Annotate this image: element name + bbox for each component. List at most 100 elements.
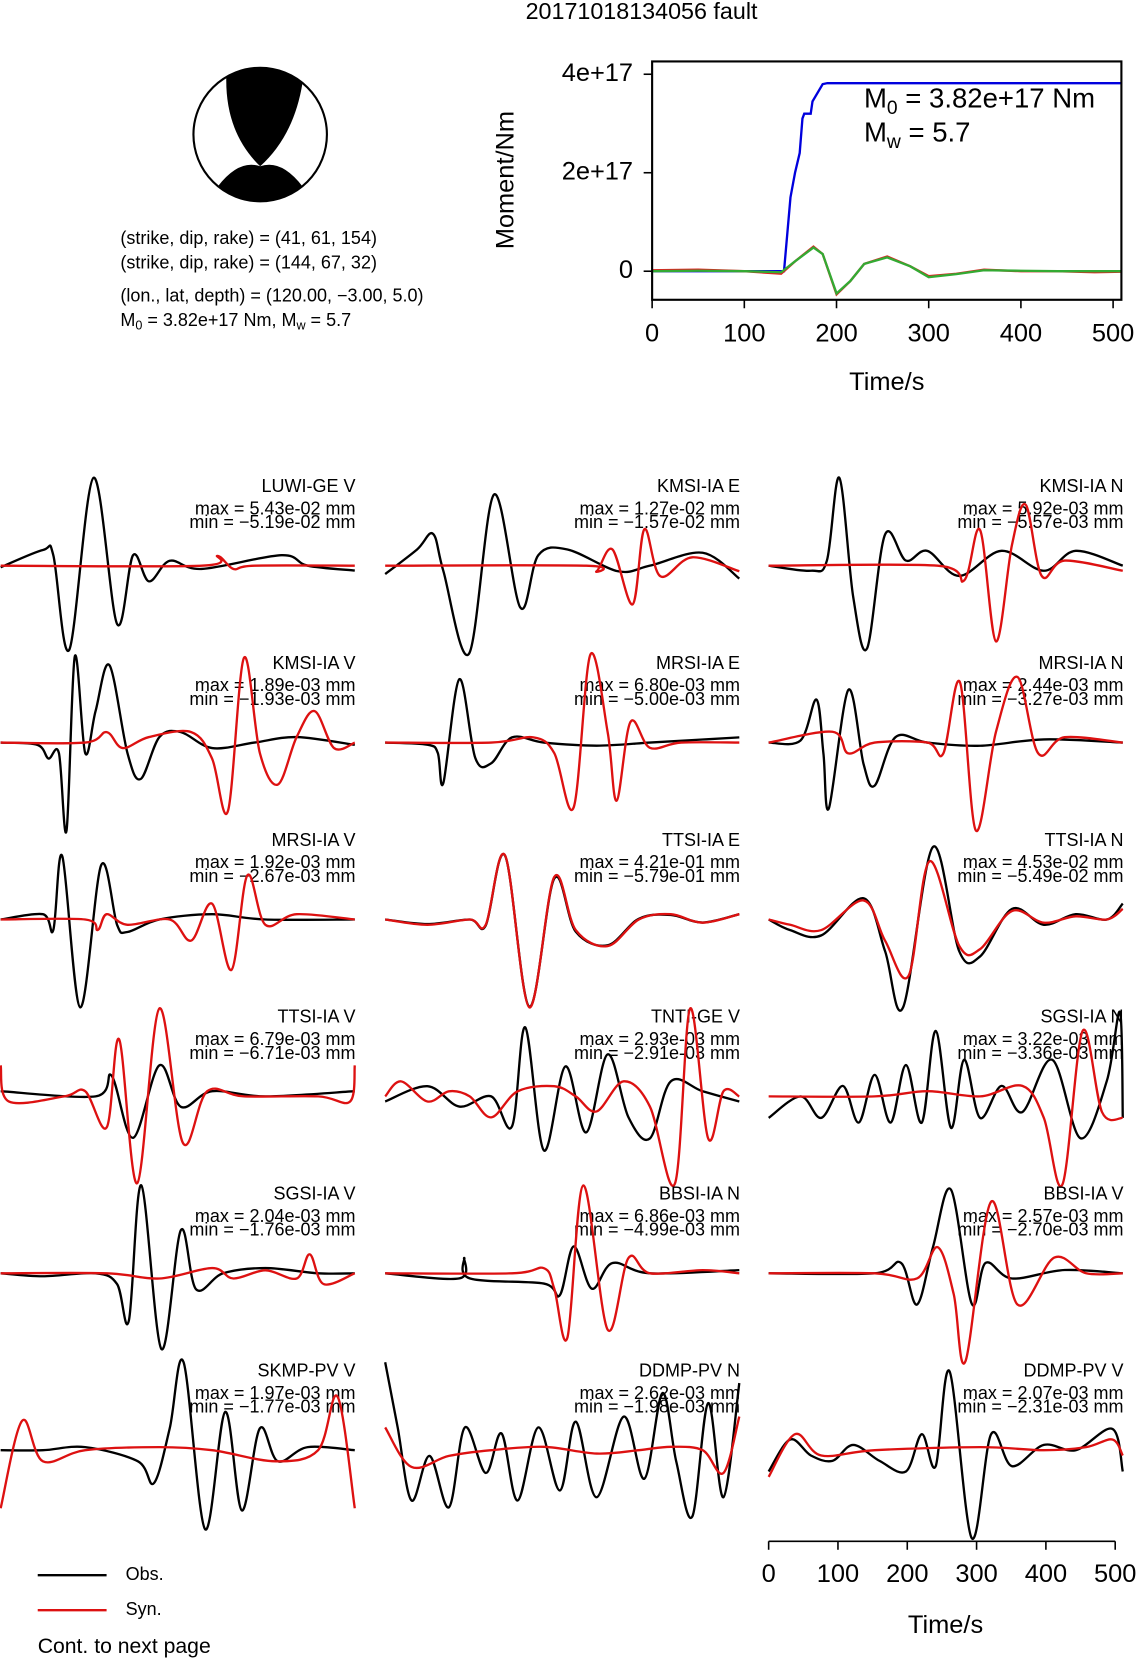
max-label: max = 6.79e-03 mm [195, 1029, 356, 1049]
x-tick-label: 500 [1094, 1560, 1136, 1588]
max-label: max = 4.21e-01 mm [579, 852, 740, 872]
synthetic-trace [0, 1007, 356, 1185]
synthetic-trace [0, 1394, 356, 1509]
legend-label: Syn. [126, 1599, 162, 1619]
max-label: max = 5.43e-02 mm [195, 498, 356, 518]
station-label: SKMP-PV V [257, 1361, 355, 1381]
compression-quadrant [226, 67, 303, 167]
station-label: SGSI-IA V [273, 1184, 355, 1204]
max-label: max = 1.89e-03 mm [195, 675, 356, 695]
x-tick-label: 300 [955, 1560, 997, 1588]
y-axis-label: Moment/Nm [492, 111, 520, 249]
min-label: min = −5.57e-03 mm [957, 512, 1123, 532]
moment-line [652, 246, 1122, 296]
focal-text: (strike, dip, rake) = (144, 67, 32) [120, 253, 377, 273]
max-label: max = 2.44e-03 mm [963, 675, 1124, 695]
min-label: min = −3.36e-03 mm [957, 1043, 1123, 1063]
min-label: min = −2.67e-03 mm [189, 866, 355, 886]
observed-trace [385, 678, 740, 787]
observed-trace [0, 1358, 355, 1531]
observed-trace [767, 1010, 1124, 1140]
x-tick-label: 400 [1000, 319, 1042, 347]
synthetic-trace [385, 651, 740, 812]
x-tick-label: 300 [908, 319, 950, 347]
annotation: M0 = 3.82e+17 Nm [864, 83, 1095, 119]
synthetic-trace [0, 554, 355, 571]
observed-trace [0, 853, 355, 1009]
max-label: max = 6.80e-03 mm [579, 675, 740, 695]
min-label: min = −1.57e-02 mm [574, 512, 740, 532]
min-label: min = −5.00e-03 mm [574, 689, 740, 709]
station-label: TTSI-IA E [662, 830, 740, 850]
max-label: max = 2.04e-03 mm [195, 1206, 356, 1226]
annotation: Mw = 5.7 [864, 117, 971, 153]
synthetic-trace [0, 1253, 356, 1286]
text-part: M [864, 117, 887, 148]
compression-quadrant [217, 164, 303, 202]
legend-label: Obs. [126, 1564, 164, 1584]
observed-trace [384, 1362, 741, 1520]
subscript: 0 [887, 98, 898, 119]
max-label: max = 2.93e-03 mm [579, 1029, 740, 1049]
station-label: TTSI-IA N [1045, 830, 1124, 850]
station-label: TNTI-GE V [651, 1007, 740, 1027]
text-part: = 5.7 [306, 310, 352, 330]
x-axis-label: Time/s [908, 1611, 983, 1639]
min-label: min = −2.91e-03 mm [574, 1043, 740, 1063]
synthetic-trace [385, 528, 740, 606]
observed-trace [0, 476, 355, 653]
station-label: MRSI-IA V [272, 830, 356, 850]
min-label: min = −1.93e-03 mm [189, 689, 355, 709]
synthetic-trace [768, 1028, 1124, 1188]
x-tick-label: 0 [645, 319, 659, 347]
min-label: min = −4.99e-03 mm [574, 1220, 740, 1240]
station-label: BBSI-IA N [659, 1184, 740, 1204]
synthetic-trace [0, 656, 356, 816]
station-label: KMSI-IA N [1040, 476, 1124, 496]
x-tick-label: 200 [815, 319, 857, 347]
synthetic-trace [385, 1184, 740, 1342]
page-note: Cont. to next page [38, 1635, 211, 1658]
x-tick-label: 400 [1025, 1560, 1067, 1588]
max-label: max = 4.53e-02 mm [963, 852, 1124, 872]
x-tick-label: 100 [723, 319, 765, 347]
max-label: max = 2.62e-03 mm [579, 1383, 740, 1403]
min-label: min = −6.71e-03 mm [189, 1043, 355, 1063]
station-label: BBSI-IA V [1043, 1184, 1123, 1204]
min-label: min = −5.49e-02 mm [957, 866, 1123, 886]
x-axis-label: Time/s [849, 368, 924, 396]
figure-title: 20171018134056 fault [526, 0, 758, 24]
max-label: max = 1.97e-03 mm [195, 1383, 356, 1403]
text-part: M [864, 83, 887, 114]
min-label: min = −1.77e-03 mm [189, 1397, 355, 1417]
subscript: w [295, 319, 306, 333]
plot-frame [651, 60, 1123, 301]
y-tick-label: 2e+17 [562, 157, 633, 185]
max-label: max = 2.57e-03 mm [963, 1206, 1124, 1226]
min-label: min = −2.31e-03 mm [957, 1397, 1123, 1417]
x-tick-label: 500 [1092, 319, 1134, 347]
moment-summary: M0 = 3.82e+17 Nm, Mw = 5.7 [120, 310, 351, 333]
min-label: min = −3.27e-03 mm [957, 689, 1123, 709]
synthetic-trace [768, 502, 1123, 643]
synthetic-trace [768, 860, 1124, 980]
subscript: w [886, 132, 901, 153]
text-part: M [120, 310, 135, 330]
synthetic-trace [768, 1200, 1123, 1365]
observed-trace [0, 654, 355, 834]
station-label: LUWI-GE V [262, 476, 356, 496]
observed-trace [768, 476, 1124, 652]
focal-text: (lon., lat, depth) = (120.00, −3.00, 5.0… [120, 285, 423, 305]
max-label: max = 5.92e-03 mm [963, 498, 1124, 518]
observed-trace [384, 1026, 740, 1152]
max-label: max = 6.86e-03 mm [579, 1206, 740, 1226]
min-label: min = −1.98e-03 mm [574, 1397, 740, 1417]
station-label: DDMP-PV V [1024, 1361, 1124, 1381]
text-part: = 3.82e+17 Nm [898, 83, 1095, 114]
station-label: DDMP-PV N [639, 1361, 740, 1381]
synthetic-trace [384, 1007, 740, 1188]
synthetic-trace [768, 675, 1123, 832]
max-label: max = 1.27e-02 mm [579, 498, 740, 518]
